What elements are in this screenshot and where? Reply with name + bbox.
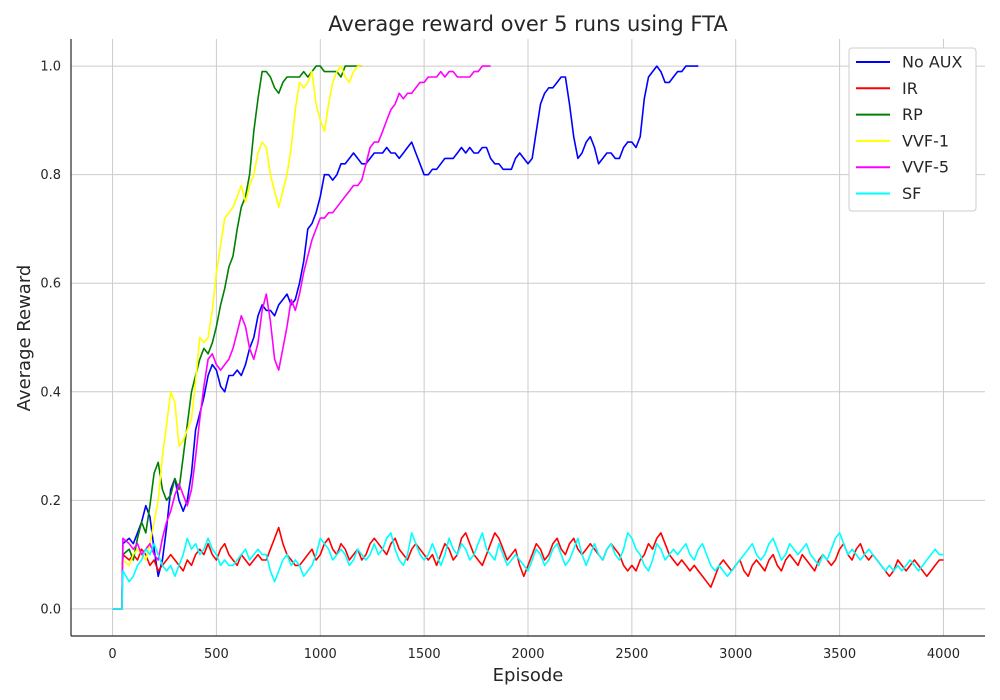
legend-label-rp: RP [902,105,923,124]
legend: No AUX IR RP VVF-1 VVF-5 SF [848,47,977,212]
y-gridlines [71,65,985,610]
x-tick-label: 0 [108,647,116,662]
y-tick-labels: 0.0 0.2 0.4 0.6 0.8 1.0 [40,60,61,618]
legend-label-sf: SF [902,184,921,203]
series-line-sf [112,532,944,610]
series-line-rp [112,65,362,610]
y-tick-label: 1.0 [40,60,61,75]
x-tick-label: 1500 [408,647,441,662]
x-tick-label: 500 [204,647,229,662]
y-tick-label: 0.2 [40,494,61,509]
x-tick-label: 3000 [719,647,752,662]
chart-title: Average reward over 5 runs using FTA [328,12,728,36]
x-tick-label: 1000 [304,647,337,662]
y-axis-label: Average Reward [14,265,35,412]
series-line-vvf-1 [112,65,362,610]
x-tick-label: 2500 [615,647,648,662]
legend-label-vvf-1: VVF-1 [902,131,949,150]
legend-label-ir: IR [902,79,918,98]
x-axis-label: Episode [493,665,564,686]
y-tick-label: 0.6 [40,277,61,292]
series-line-no-aux [112,65,699,610]
series-layer [112,65,944,610]
x-tick-label: 4000 [927,647,960,662]
x-tick-label: 2000 [511,647,544,662]
series-line-ir [112,526,944,610]
y-tick-label: 0.0 [40,602,61,617]
legend-label-no-aux: No AUX [902,53,963,72]
series-line-vvf-5 [112,65,491,610]
y-tick-label: 0.8 [40,168,61,183]
x-tick-label: 3500 [823,647,856,662]
x-tick-labels: 0 500 1000 1500 2000 2500 3000 3500 4000 [108,647,960,662]
y-tick-label: 0.4 [40,385,61,400]
legend-label-vvf-5: VVF-5 [902,158,949,177]
